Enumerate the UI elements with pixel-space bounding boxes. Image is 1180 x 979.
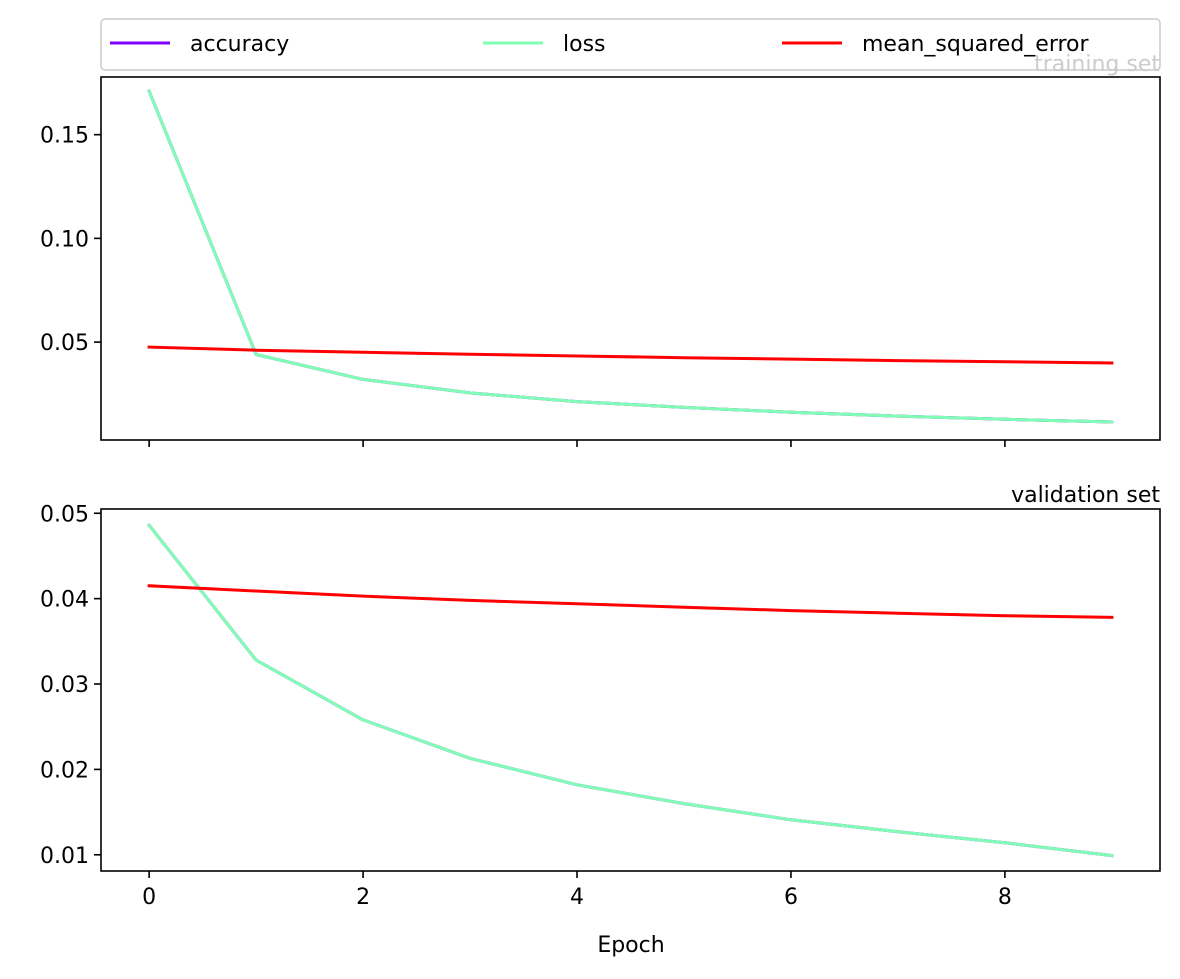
x-tick-label: 6 <box>784 885 798 910</box>
x-axis-label: Epoch <box>597 933 664 958</box>
y-tick-label: 0.01 <box>40 844 89 869</box>
x-tick-label: 2 <box>356 885 370 910</box>
series-line-mean-squared-error <box>147 345 1114 365</box>
x-tick-label: 0 <box>142 885 156 910</box>
axes-frame <box>100 508 1161 872</box>
legend: accuracy loss mean_squared_error <box>100 18 1161 71</box>
series-line-loss <box>147 89 1114 424</box>
series-line-accuracy <box>147 89 1114 424</box>
series-line-accuracy <box>146 523 1114 858</box>
series-line-mean-squared-error <box>147 584 1114 619</box>
x-tick-label: 8 <box>998 885 1012 910</box>
legend-label-loss: loss <box>563 32 606 57</box>
axes-frame <box>100 76 1161 441</box>
legend-frame <box>100 18 1161 71</box>
y-tick-label: 0.05 <box>40 502 89 527</box>
panel-validation: 0.01 0.02 0.03 0.04 0.05 0 2 4 6 8 <box>40 502 1161 910</box>
series-lines <box>147 89 1114 424</box>
y-tick-label: 0.10 <box>40 227 89 252</box>
panel-title-training: training set <box>1034 52 1160 77</box>
series-line-loss <box>146 523 1114 858</box>
x-tick-label: 4 <box>570 885 584 910</box>
y-tick-label: 0.15 <box>40 124 89 149</box>
panel-title-validation: validation set <box>1011 483 1160 508</box>
y-tick-label: 0.02 <box>40 758 89 783</box>
y-tick-label: 0.05 <box>40 331 89 356</box>
legend-label-mean-squared-error: mean_squared_error <box>862 32 1090 57</box>
panel-training: 0.05 0.10 0.15 <box>40 76 1161 447</box>
legend-label-accuracy: accuracy <box>190 32 289 57</box>
y-tick-label: 0.03 <box>40 673 89 698</box>
series-lines <box>146 523 1114 858</box>
y-tick-label: 0.04 <box>40 588 89 613</box>
